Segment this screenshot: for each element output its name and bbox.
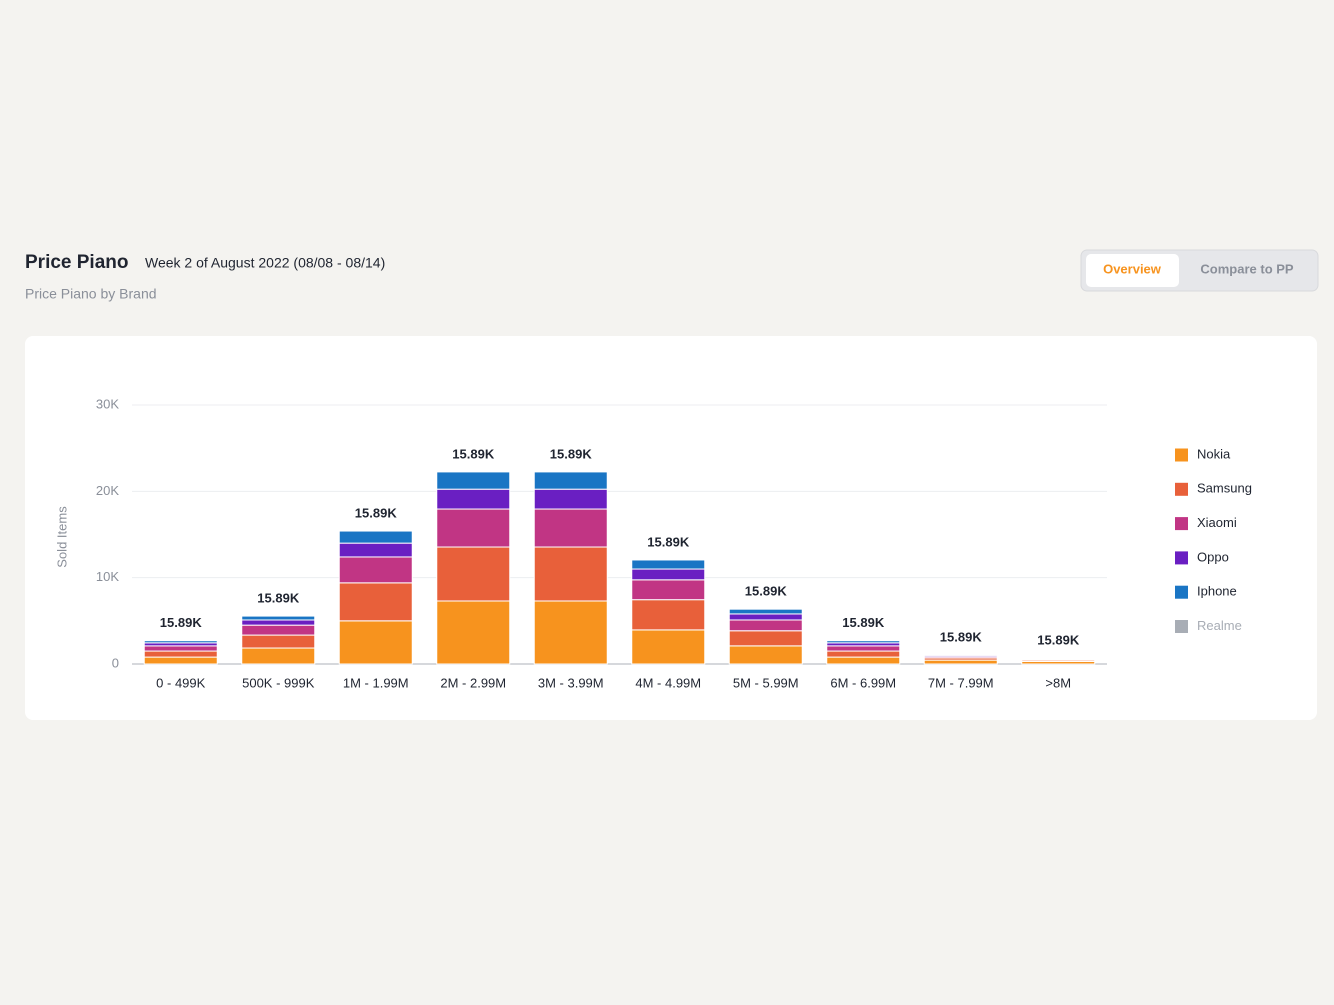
legend-swatch (1175, 586, 1188, 599)
bar-segment (729, 631, 802, 646)
bar-segment (827, 646, 900, 651)
bar-segment (144, 641, 217, 643)
page-title: Price Piano (25, 252, 129, 273)
bar-segment (339, 531, 412, 543)
bar-segment (632, 600, 705, 630)
bar-segment (534, 489, 607, 509)
x-tick-label: 4M - 4.99M (635, 675, 701, 690)
y-tick-label: 20K (96, 483, 119, 498)
subtitle: Price Piano by Brand (25, 286, 157, 302)
bar-segment (729, 609, 802, 614)
total-label: 15.89K (1037, 632, 1080, 647)
total-label: 15.89K (550, 446, 593, 461)
bar-segment (437, 509, 510, 547)
bar-segment (144, 651, 217, 657)
legend-swatch (1175, 551, 1188, 564)
x-tick-label: 500K - 999K (242, 675, 315, 690)
bar-segment (144, 646, 217, 651)
bar-segment (729, 620, 802, 631)
bar-segment (242, 620, 315, 625)
total-label: 15.89K (940, 629, 983, 644)
bar-segment (242, 625, 315, 635)
bar-segment (632, 630, 705, 664)
period: Week 2 of August 2022 (08/08 - 08/14) (145, 255, 385, 271)
x-tick-label: 2M - 2.99M (440, 675, 506, 690)
total-label: 15.89K (842, 615, 885, 630)
bar-segment (534, 547, 607, 601)
total-label: 15.89K (745, 584, 788, 599)
bar-segment (729, 646, 802, 664)
bar-segment (242, 616, 315, 620)
x-tick-label: 0 - 499K (156, 675, 205, 690)
tab[interactable]: Overview (1103, 261, 1162, 276)
y-axis-label: Sold Items (54, 506, 69, 568)
bar-segment (534, 509, 607, 547)
y-tick-label: 30K (96, 396, 119, 411)
bar-segment (827, 651, 900, 657)
legend-swatch (1175, 620, 1188, 633)
bar-segment (729, 614, 802, 620)
total-label: 15.89K (647, 534, 690, 549)
x-tick-label: 3M - 3.99M (538, 675, 604, 690)
bar-segment (924, 660, 997, 664)
total-label: 15.89K (160, 615, 203, 630)
tab[interactable]: Compare to PP (1200, 261, 1294, 276)
x-tick-label: 6M - 6.99M (830, 675, 896, 690)
legend-label: Samsung (1197, 481, 1252, 496)
bar-segment (242, 635, 315, 648)
y-tick-label: 0 (112, 655, 119, 670)
bar-segment (437, 547, 510, 601)
total-label: 15.89K (257, 591, 300, 606)
total-label: 15.89K (355, 505, 398, 520)
legend-swatch (1175, 517, 1188, 530)
legend-label: Nokia (1197, 446, 1231, 461)
bar-segment (827, 641, 900, 643)
legend-label: Realme (1197, 618, 1242, 633)
bar-segment (339, 543, 412, 557)
legend-label: Oppo (1197, 549, 1229, 564)
y-tick-label: 10K (96, 569, 119, 584)
legend-swatch (1175, 483, 1188, 496)
bar-segment (534, 601, 607, 664)
x-tick-label: 1M - 1.99M (343, 675, 409, 690)
bar-segment (242, 648, 315, 664)
bar-segment (534, 472, 607, 489)
bar-segment (437, 601, 510, 664)
total-label: 15.89K (452, 446, 495, 461)
bar-segment (339, 557, 412, 583)
bar-segment (339, 583, 412, 621)
x-tick-label: 5M - 5.99M (733, 675, 799, 690)
bar-segment (437, 472, 510, 489)
bar-segment (827, 657, 900, 664)
bar-segment (632, 560, 705, 569)
x-tick-label: 7M - 7.99M (928, 675, 994, 690)
legend-label: Xiaomi (1197, 515, 1237, 530)
legend-label: Iphone (1197, 584, 1237, 599)
x-tick-label: >8M (1045, 675, 1071, 690)
bar-segment (437, 489, 510, 509)
bar-segment (632, 569, 705, 580)
bar-segment (339, 621, 412, 664)
bar-segment (632, 580, 705, 600)
bar-segment (144, 657, 217, 664)
legend-swatch (1175, 449, 1188, 462)
